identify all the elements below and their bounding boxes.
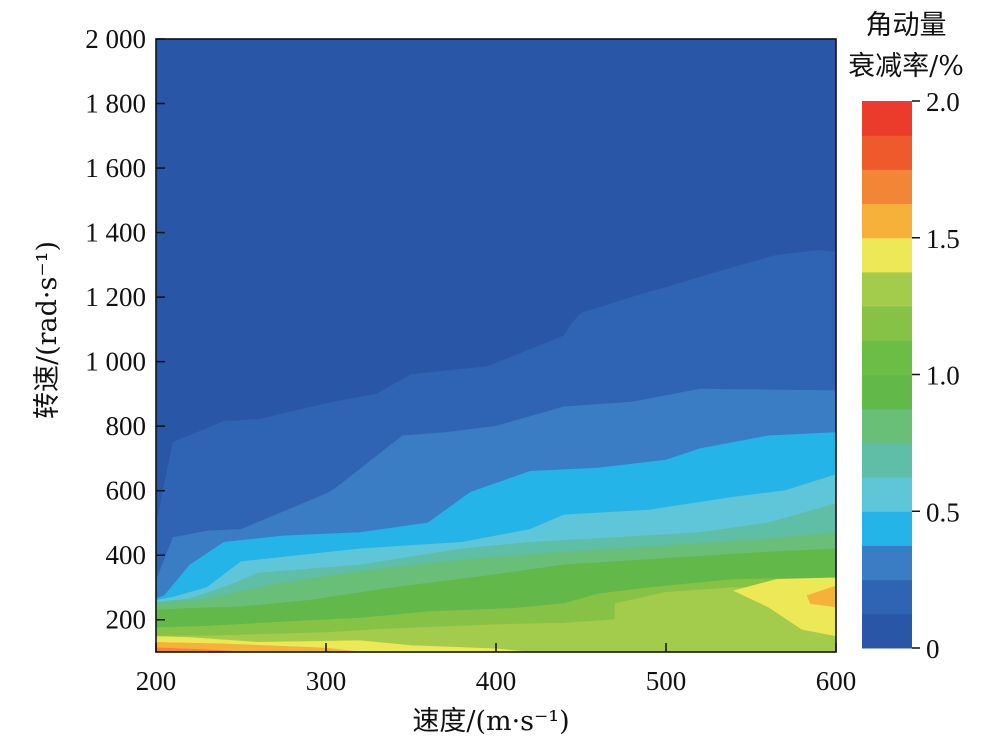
- colorbar-tick-label: 0.5: [926, 497, 960, 527]
- y-tick-label: 800: [106, 411, 147, 441]
- y-tick-label: 2 000: [85, 24, 146, 54]
- colorbar-band-10: [862, 271, 912, 307]
- colorbar-band-8: [862, 340, 912, 375]
- colorbar-title-line2: 衰减率/%: [848, 51, 964, 82]
- contour-region-13: [806, 585, 836, 608]
- x-tick-label: 300: [306, 666, 347, 696]
- contour-region-14: [156, 647, 250, 652]
- y-tick-label: 1 400: [85, 218, 146, 248]
- y-tick-label: 200: [106, 605, 147, 635]
- x-tick-label: 600: [816, 666, 857, 696]
- colorbar-tick-label: 2.0: [926, 87, 960, 117]
- x-tick-label: 200: [136, 666, 177, 696]
- x-axis: 200 300 400 500 600: [136, 643, 857, 696]
- colorbar-band-5: [862, 442, 912, 478]
- colorbar-band-12: [862, 203, 912, 239]
- colorbar-band-14: [862, 135, 912, 170]
- y-tick-label: 600: [106, 476, 147, 506]
- x-tick-label: 400: [476, 666, 517, 696]
- colorbar-band-13: [862, 169, 912, 205]
- x-tick-label: 500: [646, 666, 687, 696]
- colorbar-tick-label: 0: [926, 634, 940, 664]
- colorbar-tick-label: 1.0: [926, 361, 960, 391]
- colorbar-band-7: [862, 374, 912, 410]
- y-tick-label: 1 800: [85, 89, 146, 119]
- y-tick-label: 1 600: [85, 153, 146, 183]
- colorbar-band-4: [862, 477, 912, 512]
- colorbar-band-0: [862, 613, 912, 649]
- colorbar-band-15: [862, 101, 912, 136]
- x-axis-title: 速度/(m·s⁻¹): [412, 706, 569, 737]
- y-axis: 200 400 600 800 1 000 1 200 1 400 1 600 1 800 2 0…: [85, 24, 165, 635]
- contour-fill-layer: [156, 39, 836, 652]
- colorbar-band-6: [862, 408, 912, 444]
- colorbar: 0 0.5 1.0 1.5 2.0: [862, 87, 960, 664]
- contour-region-11: [733, 577, 836, 637]
- colorbar-band-3: [862, 511, 912, 546]
- y-axis-title: 转速/(rad·s⁻¹): [32, 241, 63, 419]
- colorbar-band-2: [862, 545, 912, 581]
- y-tick-label: 1 200: [85, 282, 146, 312]
- colorbar-title-line1: 角动量: [866, 10, 947, 41]
- colorbar-tick-label: 1.5: [926, 224, 960, 254]
- colorbar-band-9: [862, 306, 912, 341]
- y-tick-label: 1 000: [85, 347, 146, 377]
- colorbar-band-1: [862, 579, 912, 615]
- y-tick-label: 400: [106, 540, 147, 570]
- colorbar-band-11: [862, 237, 912, 273]
